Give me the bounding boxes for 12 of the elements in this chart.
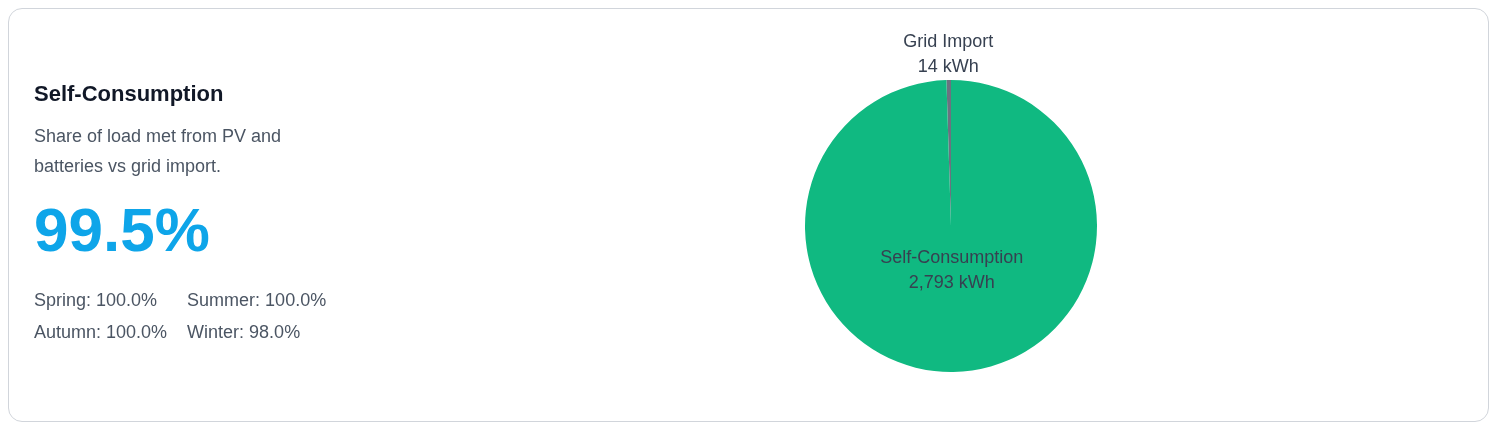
slice-label: Self-Consumption — [880, 246, 1024, 267]
text: Self-Consumption — [34, 81, 225, 107]
text: Share of load met from PV and batteries vs grid import. — [34, 125, 283, 178]
text: 99.5% — [34, 194, 211, 266]
text: Winter: 98.0% — [187, 321, 302, 344]
data-label: 14 kWh — [917, 55, 979, 76]
text: Summer: 100.0% — [187, 289, 327, 312]
text: Spring: 100.0% — [34, 289, 159, 312]
slice-label: Grid Import — [903, 30, 994, 51]
data-label: 2,793 kWh — [908, 271, 995, 292]
pie-slice — [805, 80, 1097, 372]
text: Autumn: 100.0% — [34, 321, 168, 344]
